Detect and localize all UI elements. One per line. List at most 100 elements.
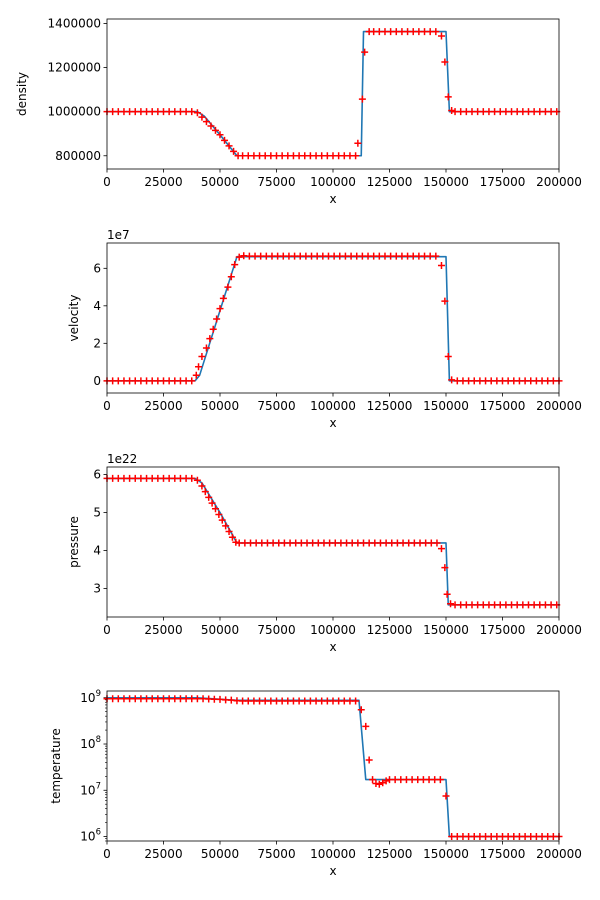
marker-point xyxy=(437,262,445,269)
y-tick-label: 2 xyxy=(93,336,101,350)
x-tick-label: 100000 xyxy=(310,175,356,189)
y-tick-label: 6 xyxy=(93,468,101,482)
y-tick-label: 108 xyxy=(80,735,101,751)
x-tick-label: 25000 xyxy=(144,175,182,189)
marker-point xyxy=(365,756,373,764)
line-series xyxy=(107,255,559,382)
subplot-temperature: 0 25000 50000 75000 100000 125000 150000 175000… xyxy=(49,689,582,878)
x-tick-label: 75000 xyxy=(257,623,295,637)
x-tick-label: 150000 xyxy=(423,623,469,637)
x-tick-label: 125000 xyxy=(367,623,413,637)
marker-point xyxy=(437,545,445,553)
marker-point xyxy=(228,533,236,541)
marker-point xyxy=(202,118,210,126)
marker-point xyxy=(232,538,240,546)
x-tick-label: 75000 xyxy=(257,175,295,189)
y-tick-label: 800000 xyxy=(55,149,101,163)
marker-point xyxy=(441,297,449,305)
y-axis-label: temperature xyxy=(49,728,63,803)
marker-point xyxy=(441,564,449,572)
x-axis-label: x xyxy=(329,864,336,878)
marker-point xyxy=(216,131,224,139)
subplot-density: 0 25000 50000 75000 100000 125000 150000 175000… xyxy=(15,16,582,206)
marker-point xyxy=(447,600,455,608)
marker-point xyxy=(444,352,452,360)
marker-point xyxy=(188,377,196,385)
axes-frame xyxy=(106,18,560,170)
x-tick-label: 25000 xyxy=(144,847,182,861)
marker-point xyxy=(382,777,390,785)
marker-point xyxy=(369,776,377,784)
marker-point xyxy=(224,283,232,291)
marker-point xyxy=(448,376,456,384)
subplot-pressure: 0 25000 50000 75000 100000 125000 150000 175000… xyxy=(67,452,582,654)
x-tick-label: 50000 xyxy=(201,623,239,637)
line-series xyxy=(107,30,559,157)
marker-point xyxy=(227,273,235,281)
y-tick-label: 0 xyxy=(93,374,101,388)
marker-point xyxy=(218,516,226,524)
marker-point xyxy=(193,476,201,484)
x-tick-label: 200000 xyxy=(536,847,582,861)
marker-point xyxy=(216,305,224,313)
y-axis-label: density xyxy=(15,72,29,116)
x-tick-label: 100000 xyxy=(310,399,356,413)
x-tick-label: 50000 xyxy=(201,399,239,413)
marker-point xyxy=(230,147,238,155)
marker-point xyxy=(432,28,440,36)
x-tick-label: 150000 xyxy=(423,175,469,189)
x-tick-label: 0 xyxy=(103,175,111,189)
line-series xyxy=(107,477,559,606)
marker-point xyxy=(362,722,370,730)
marker-point xyxy=(198,352,206,360)
x-tick-label: 125000 xyxy=(367,399,413,413)
x-tick-label: 0 xyxy=(103,847,111,861)
y-tick-label: 109 xyxy=(80,689,101,705)
x-axis-label: x xyxy=(329,192,336,206)
marker-point xyxy=(432,252,440,260)
marker-point xyxy=(215,510,223,518)
marker-point xyxy=(222,522,230,530)
marker-point xyxy=(441,58,449,66)
marker-point xyxy=(225,528,233,536)
y-tick-label: 3 xyxy=(93,582,101,596)
y-axis-label: pressure xyxy=(67,516,81,568)
marker-point xyxy=(225,142,233,150)
y-offset-label: 1e7 xyxy=(107,228,130,242)
marker-point xyxy=(443,590,451,598)
x-tick-label: 50000 xyxy=(201,175,239,189)
marker-point xyxy=(235,253,243,261)
x-tick-label: 175000 xyxy=(480,175,526,189)
marker-point xyxy=(195,363,203,371)
x-tick-label: 100000 xyxy=(310,847,356,861)
marker-point xyxy=(193,109,201,117)
marker-point xyxy=(208,499,216,507)
marker-point xyxy=(207,122,215,130)
marker-point xyxy=(202,344,210,352)
x-tick-label: 150000 xyxy=(423,847,469,861)
marker-point xyxy=(354,139,362,147)
axes-frame xyxy=(106,690,560,842)
marker-point xyxy=(188,474,196,482)
y-axis-label: velocity xyxy=(67,295,81,342)
x-tick-label: 150000 xyxy=(423,399,469,413)
x-axis-label: x xyxy=(329,640,336,654)
x-tick-label: 50000 xyxy=(201,847,239,861)
marker-point xyxy=(436,776,444,784)
marker-point xyxy=(206,335,214,343)
y-tick-label: 6 xyxy=(93,261,101,275)
marker-point xyxy=(433,539,441,547)
marker-point xyxy=(352,697,360,705)
y-tick-label: 1400000 xyxy=(48,16,101,30)
marker-point xyxy=(442,792,450,800)
y-tick-label: 4 xyxy=(93,299,101,313)
y-tick-label: 4 xyxy=(93,544,101,558)
marker-point xyxy=(357,706,365,714)
axes-frame xyxy=(106,242,560,394)
marker-point xyxy=(198,482,206,490)
marker-point xyxy=(209,325,217,333)
marker-point xyxy=(219,294,227,302)
x-tick-label: 200000 xyxy=(536,399,582,413)
x-tick-label: 200000 xyxy=(536,175,582,189)
